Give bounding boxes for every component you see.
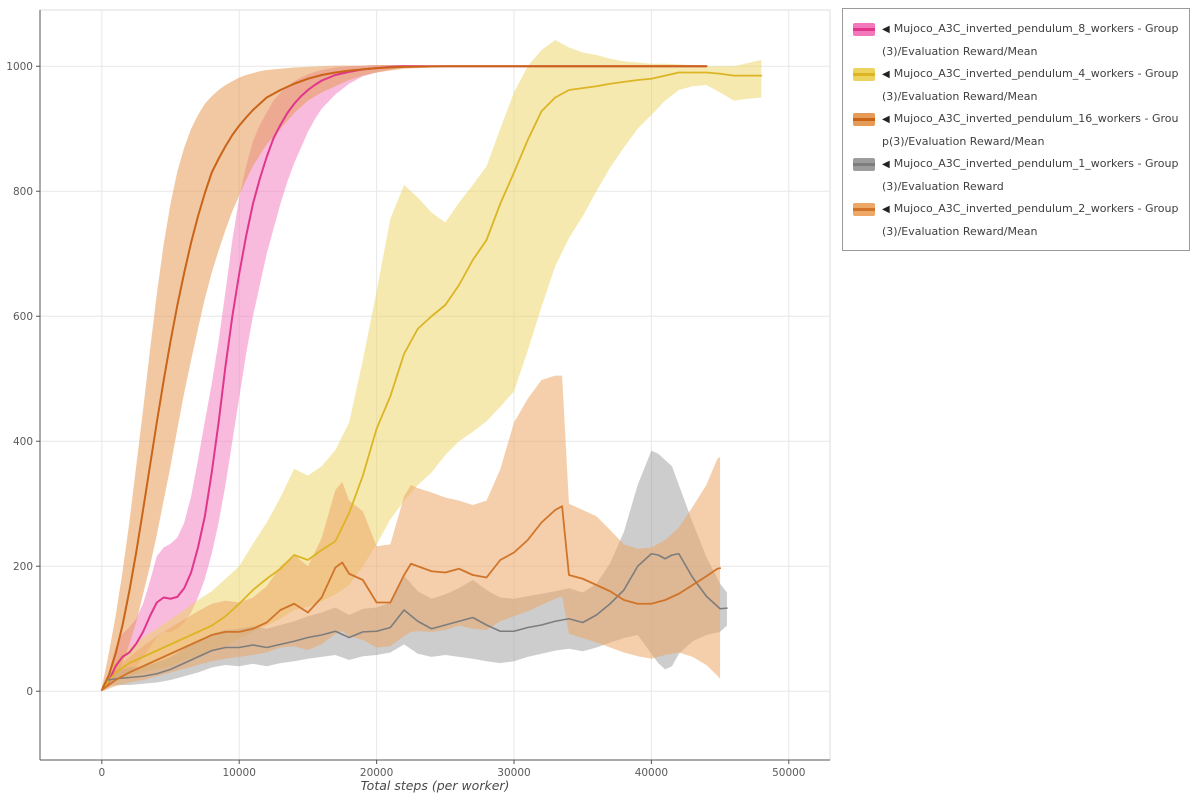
x-tick-label: 40000 <box>635 767 668 779</box>
legend-swatch-16-workers <box>853 113 875 126</box>
confidence-band-4-workers <box>101 40 762 692</box>
collapse-triangle-icon: ◀ <box>882 114 890 125</box>
legend-label-wrap: ◀ Mujoco_A3C_inverted_pendulum_4_workers … <box>882 63 1179 108</box>
y-tick-label: 600 <box>13 311 33 323</box>
legend-swatch-line <box>853 163 875 166</box>
legend-swatch-line <box>853 208 875 211</box>
legend-label: Mujoco_A3C_inverted_pendulum_4_workers -… <box>882 67 1179 103</box>
series-line-4-workers <box>100 71 763 691</box>
legend-swatch-2-workers <box>853 203 875 216</box>
y-tick-label: 800 <box>13 186 33 198</box>
legend-item-2-workers[interactable]: ◀ Mujoco_A3C_inverted_pendulum_2_workers … <box>853 198 1179 243</box>
legend-label: Mujoco_A3C_inverted_pendulum_8_workers -… <box>882 22 1179 58</box>
confidence-band-8-workers <box>101 65 707 692</box>
collapse-triangle-icon: ◀ <box>882 69 890 80</box>
x-axis-label: Total steps (per worker) <box>360 778 510 793</box>
y-tick-label: 1000 <box>6 61 33 73</box>
series-line-1-workers <box>107 552 728 681</box>
legend-swatch-4-workers <box>853 68 875 81</box>
y-tick-label: 400 <box>13 436 33 448</box>
legend-swatch-line <box>853 28 875 31</box>
legend-label-wrap: ◀ Mujoco_A3C_inverted_pendulum_2_workers … <box>882 198 1179 243</box>
series-line-16-workers <box>100 65 708 691</box>
x-tick-label: 0 <box>98 767 105 779</box>
legend-label-wrap: ◀ Mujoco_A3C_inverted_pendulum_1_workers … <box>882 153 1179 198</box>
y-tick-label: 200 <box>13 561 33 573</box>
legend-swatch-line <box>853 73 875 76</box>
x-tick-label: 20000 <box>360 767 393 779</box>
legend-item-16-workers[interactable]: ◀ Mujoco_A3C_inverted_pendulum_16_workers… <box>853 108 1179 153</box>
collapse-triangle-icon: ◀ <box>882 159 890 170</box>
legend-item-1-workers[interactable]: ◀ Mujoco_A3C_inverted_pendulum_1_workers … <box>853 153 1179 198</box>
y-tick-label: 0 <box>26 686 33 698</box>
legend-swatch-8-workers <box>853 23 875 36</box>
collapse-triangle-icon: ◀ <box>882 24 890 35</box>
legend-label-wrap: ◀ Mujoco_A3C_inverted_pendulum_16_workers… <box>882 108 1179 153</box>
legend-item-8-workers[interactable]: ◀ Mujoco_A3C_inverted_pendulum_8_workers … <box>853 18 1179 63</box>
confidence-band-2-workers <box>101 375 721 692</box>
chart-svg: 0 10000 20000 30000 40000 50000 0 200 400 600 800 1… <box>6 9 831 779</box>
legend-swatch-1-workers <box>853 158 875 171</box>
legend-swatch-line <box>853 118 875 121</box>
series-line-2-workers <box>100 505 721 691</box>
x-tick-label: 50000 <box>772 767 805 779</box>
legend-label-wrap: ◀ Mujoco_A3C_inverted_pendulum_8_workers … <box>882 18 1179 63</box>
legend-label: Mujoco_A3C_inverted_pendulum_1_workers -… <box>882 157 1179 193</box>
legend-box: ◀ Mujoco_A3C_inverted_pendulum_8_workers … <box>842 8 1190 251</box>
legend-item-4-workers[interactable]: ◀ Mujoco_A3C_inverted_pendulum_4_workers … <box>853 63 1179 108</box>
x-tick-label: 10000 <box>223 767 256 779</box>
collapse-triangle-icon: ◀ <box>882 204 890 215</box>
legend-label: Mujoco_A3C_inverted_pendulum_16_workers … <box>882 112 1179 148</box>
x-tick-label: 30000 <box>497 767 530 779</box>
legend-label: Mujoco_A3C_inverted_pendulum_2_workers -… <box>882 202 1179 238</box>
